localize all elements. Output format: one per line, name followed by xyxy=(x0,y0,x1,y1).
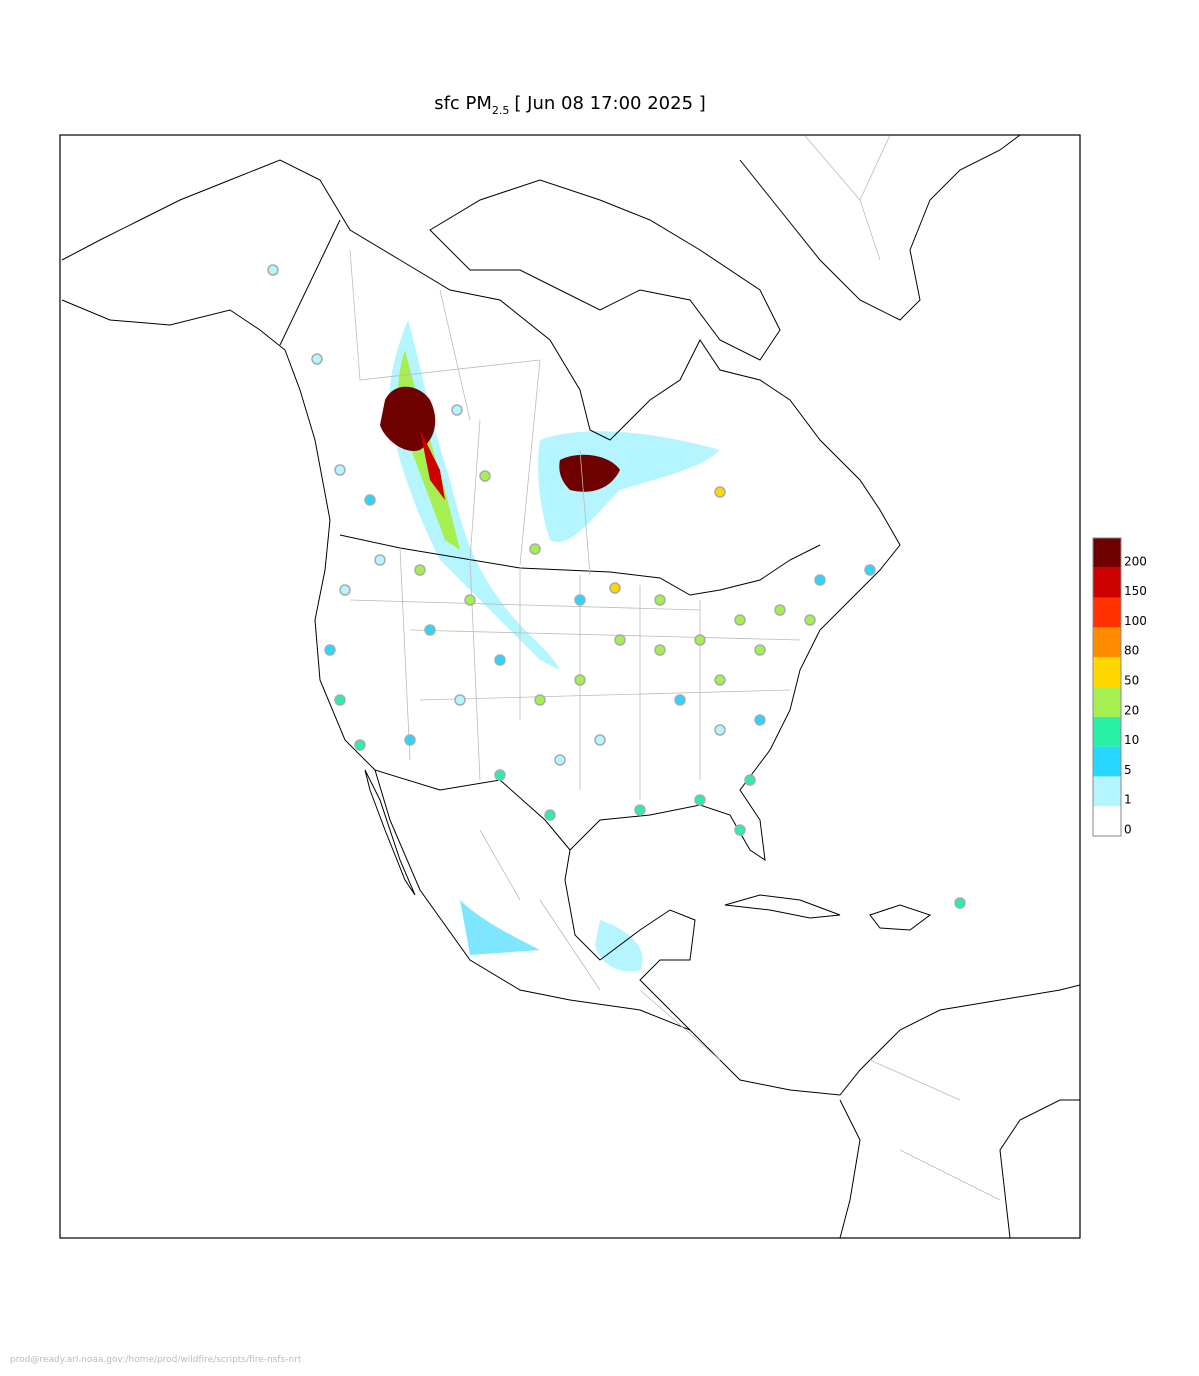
state-border xyxy=(479,829,1001,1201)
site xyxy=(334,464,346,476)
site xyxy=(464,594,476,606)
site xyxy=(534,694,546,706)
site xyxy=(451,404,463,416)
site xyxy=(694,794,706,806)
site xyxy=(614,634,626,646)
site xyxy=(654,644,666,656)
colorbar-segment xyxy=(1093,716,1121,747)
colorbar: 0 1 5 10 20 50 80 100 150 200 xyxy=(1092,537,1147,837)
colorbar-segment xyxy=(1093,567,1121,598)
site xyxy=(864,564,876,576)
footer: prod@ready.arl.noaa.gov:/home/prod/wildf… xyxy=(10,1355,302,1365)
site xyxy=(544,809,556,821)
site xyxy=(494,654,506,666)
border xyxy=(374,769,571,851)
site xyxy=(694,634,706,646)
site xyxy=(529,543,541,555)
site xyxy=(424,624,436,636)
state-border xyxy=(803,135,891,261)
colorbar-label: 0 xyxy=(1124,823,1132,837)
coastline xyxy=(429,179,781,361)
map xyxy=(59,134,1081,1239)
site xyxy=(754,714,766,726)
site xyxy=(267,264,279,276)
coastline xyxy=(61,159,901,1031)
site xyxy=(574,674,586,686)
smoke-plume xyxy=(538,431,720,542)
colorbar-segment xyxy=(1093,687,1121,717)
coastline xyxy=(724,894,841,919)
colorbar-label: 80 xyxy=(1124,644,1139,658)
colorbar-label: 5 xyxy=(1124,763,1132,777)
site xyxy=(311,353,323,365)
site xyxy=(479,470,491,482)
site xyxy=(494,769,506,781)
site xyxy=(354,739,366,751)
site xyxy=(714,674,726,686)
colorbar-label: 20 xyxy=(1124,703,1139,717)
site xyxy=(734,614,746,626)
site xyxy=(734,824,746,836)
site xyxy=(714,724,726,736)
site xyxy=(654,594,666,606)
colorbar-segment xyxy=(1093,657,1121,687)
site xyxy=(554,754,566,766)
site xyxy=(339,584,351,596)
coastline xyxy=(839,1099,861,1238)
site xyxy=(374,554,386,566)
observation-sites xyxy=(267,264,966,909)
smoke-core xyxy=(420,430,445,500)
site xyxy=(334,694,346,706)
coastline xyxy=(364,769,416,896)
title-suffix: [ Jun 08 17:00 2025 ] xyxy=(514,93,705,114)
smoke-core xyxy=(559,454,620,492)
site xyxy=(414,564,426,576)
site xyxy=(574,594,586,606)
site xyxy=(594,734,606,746)
site xyxy=(954,897,966,909)
colorbar-segment xyxy=(1093,776,1121,807)
site xyxy=(814,574,826,586)
smoke-plume xyxy=(460,900,540,955)
colorbar-label: 200 xyxy=(1124,554,1147,568)
border xyxy=(279,219,341,346)
site xyxy=(634,804,646,816)
site xyxy=(364,494,376,506)
colorbar-segment xyxy=(1093,627,1121,658)
state-border xyxy=(349,249,801,800)
site xyxy=(324,644,336,656)
coastline xyxy=(61,299,1080,1096)
colorbar-segment xyxy=(1093,538,1121,568)
site xyxy=(754,644,766,656)
map-frame xyxy=(59,134,1081,1239)
site xyxy=(674,694,686,706)
site xyxy=(744,774,756,786)
smoke-core xyxy=(380,386,436,451)
colorbar-segment xyxy=(1093,746,1121,777)
colorbar-segment xyxy=(1093,806,1121,836)
coastline xyxy=(869,904,932,931)
colorbar-segment xyxy=(1093,597,1121,628)
site xyxy=(804,614,816,626)
colorbar-label: 50 xyxy=(1124,674,1139,688)
title-prefix: sfc PM xyxy=(434,93,492,114)
border xyxy=(999,1099,1080,1238)
coastline xyxy=(739,135,1021,321)
colorbar-label: 1 xyxy=(1124,793,1132,807)
site xyxy=(714,486,726,498)
colorbar-label: 10 xyxy=(1124,733,1139,747)
site xyxy=(454,694,466,706)
title-subscript: 2.5 xyxy=(492,104,510,117)
site xyxy=(609,582,621,594)
site xyxy=(774,604,786,616)
site xyxy=(404,734,416,746)
colorbar-label: 150 xyxy=(1124,584,1147,598)
map-title: sfc PM2.5 [ Jun 08 17:00 2025 ] xyxy=(434,93,706,117)
colorbar-label: 100 xyxy=(1124,614,1147,628)
border xyxy=(339,534,821,596)
colorbar-frame xyxy=(1092,537,1122,837)
